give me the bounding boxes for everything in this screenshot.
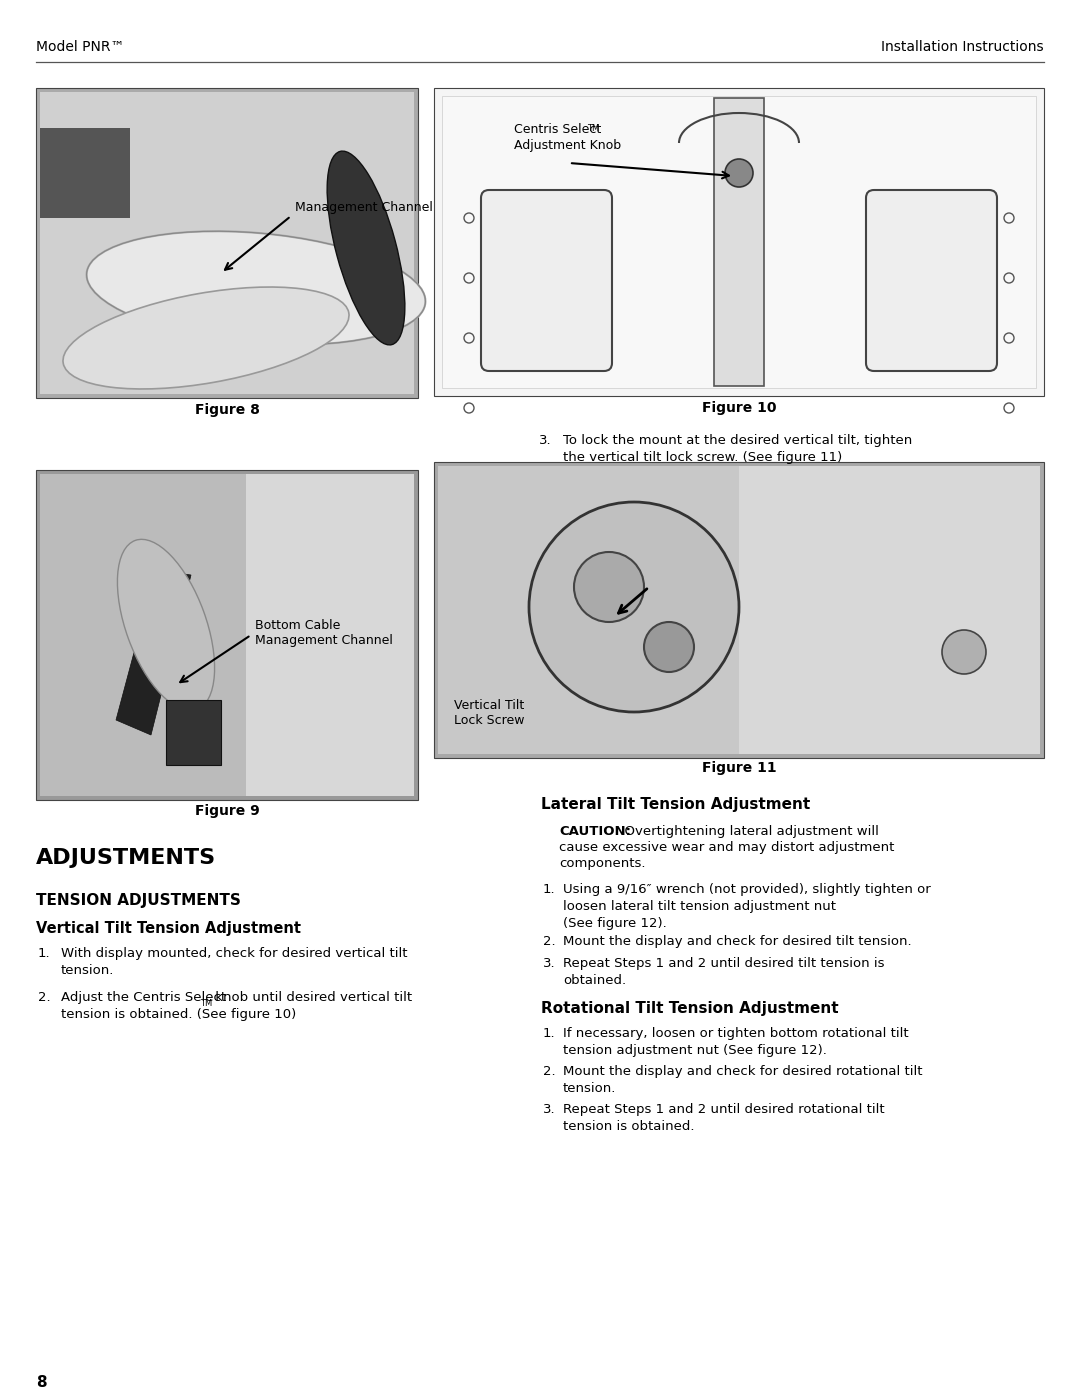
Text: Mount the display and check for desired tilt tension.: Mount the display and check for desired … (563, 935, 912, 949)
Text: Adjustment Knob: Adjustment Knob (514, 138, 621, 152)
Text: Lock Screw: Lock Screw (454, 714, 525, 726)
Text: 2.: 2. (38, 990, 51, 1004)
Ellipse shape (86, 232, 426, 345)
Ellipse shape (118, 539, 215, 711)
Text: tension is obtained. (See figure 10): tension is obtained. (See figure 10) (60, 1009, 296, 1021)
Text: ADJUSTMENTS: ADJUSTMENTS (36, 848, 216, 868)
Text: 3.: 3. (539, 434, 552, 447)
Bar (714, 98, 764, 386)
Text: Rotational Tilt Tension Adjustment: Rotational Tilt Tension Adjustment (541, 1002, 839, 1016)
Text: Overtightening lateral adjustment will: Overtightening lateral adjustment will (616, 826, 879, 838)
Text: Adjust the Centris Select: Adjust the Centris Select (60, 990, 226, 1004)
Bar (36, 88, 418, 398)
Text: Figure 9: Figure 9 (194, 805, 259, 819)
Text: 3.: 3. (543, 1104, 555, 1116)
Text: 8: 8 (36, 1375, 46, 1390)
Text: To lock the mount at the desired vertical tilt, tighten
the vertical tilt lock s: To lock the mount at the desired vertica… (563, 434, 913, 464)
Text: With display mounted, check for desired vertical tilt
tension.: With display mounted, check for desired … (60, 947, 407, 977)
Text: Management Channel: Management Channel (255, 634, 393, 647)
Text: Figure 8: Figure 8 (194, 402, 259, 416)
Text: Vertical Tilt Tension Adjustment: Vertical Tilt Tension Adjustment (36, 921, 301, 936)
Bar (434, 462, 1044, 759)
Text: Management Channel: Management Channel (295, 201, 433, 214)
Text: Mount the display and check for desired rotational tilt
tension.: Mount the display and check for desired … (563, 1065, 922, 1095)
Text: 3.: 3. (543, 957, 555, 970)
Bar (40, 92, 414, 394)
Text: CAUTION:: CAUTION: (559, 826, 631, 838)
Text: If necessary, loosen or tighten bottom rotational tilt
tension adjustment nut (S: If necessary, loosen or tighten bottom r… (563, 1027, 908, 1058)
Text: Using a 9/16″ wrench (not provided), slightly tighten or
loosen lateral tilt ten: Using a 9/16″ wrench (not provided), sli… (563, 883, 931, 930)
Text: cause excessive wear and may distort adjustment: cause excessive wear and may distort adj… (559, 841, 894, 854)
Text: 2.: 2. (543, 1065, 555, 1078)
Text: Figure 10: Figure 10 (702, 401, 777, 415)
Text: Installation Instructions: Installation Instructions (881, 41, 1044, 54)
Bar (246, 474, 414, 796)
Text: TM: TM (588, 124, 599, 133)
Circle shape (529, 502, 739, 712)
Text: Repeat Steps 1 and 2 until desired tilt tension is
obtained.: Repeat Steps 1 and 2 until desired tilt … (563, 957, 885, 988)
Text: 1.: 1. (38, 947, 51, 960)
Bar (438, 467, 1040, 754)
Polygon shape (116, 570, 191, 735)
Circle shape (644, 622, 694, 672)
Text: 2.: 2. (543, 935, 555, 949)
Circle shape (573, 552, 644, 622)
Bar (40, 474, 414, 796)
Text: Lateral Tilt Tension Adjustment: Lateral Tilt Tension Adjustment (541, 798, 810, 812)
Bar (40, 129, 130, 218)
Text: components.: components. (559, 856, 646, 870)
Text: knob until desired vertical tilt: knob until desired vertical tilt (211, 990, 413, 1004)
Bar (739, 467, 1040, 754)
Text: Figure 11: Figure 11 (702, 761, 777, 775)
Circle shape (942, 630, 986, 673)
Text: Vertical Tilt: Vertical Tilt (454, 698, 524, 712)
Text: TM: TM (200, 999, 213, 1009)
Text: 1.: 1. (543, 883, 555, 895)
FancyBboxPatch shape (866, 190, 997, 372)
Text: 1.: 1. (543, 1027, 555, 1039)
Bar (442, 96, 1036, 388)
Text: Bottom Cable: Bottom Cable (255, 619, 340, 631)
Text: Centris Select: Centris Select (514, 123, 602, 136)
Ellipse shape (327, 151, 405, 345)
Bar (36, 469, 418, 800)
Circle shape (725, 159, 753, 187)
Text: Model PNR™: Model PNR™ (36, 41, 124, 54)
Text: Repeat Steps 1 and 2 until desired rotational tilt
tension is obtained.: Repeat Steps 1 and 2 until desired rotat… (563, 1104, 885, 1133)
Text: TENSION ADJUSTMENTS: TENSION ADJUSTMENTS (36, 893, 241, 908)
Bar (166, 700, 221, 766)
Ellipse shape (63, 286, 349, 388)
Bar (434, 88, 1044, 395)
FancyBboxPatch shape (481, 190, 612, 372)
